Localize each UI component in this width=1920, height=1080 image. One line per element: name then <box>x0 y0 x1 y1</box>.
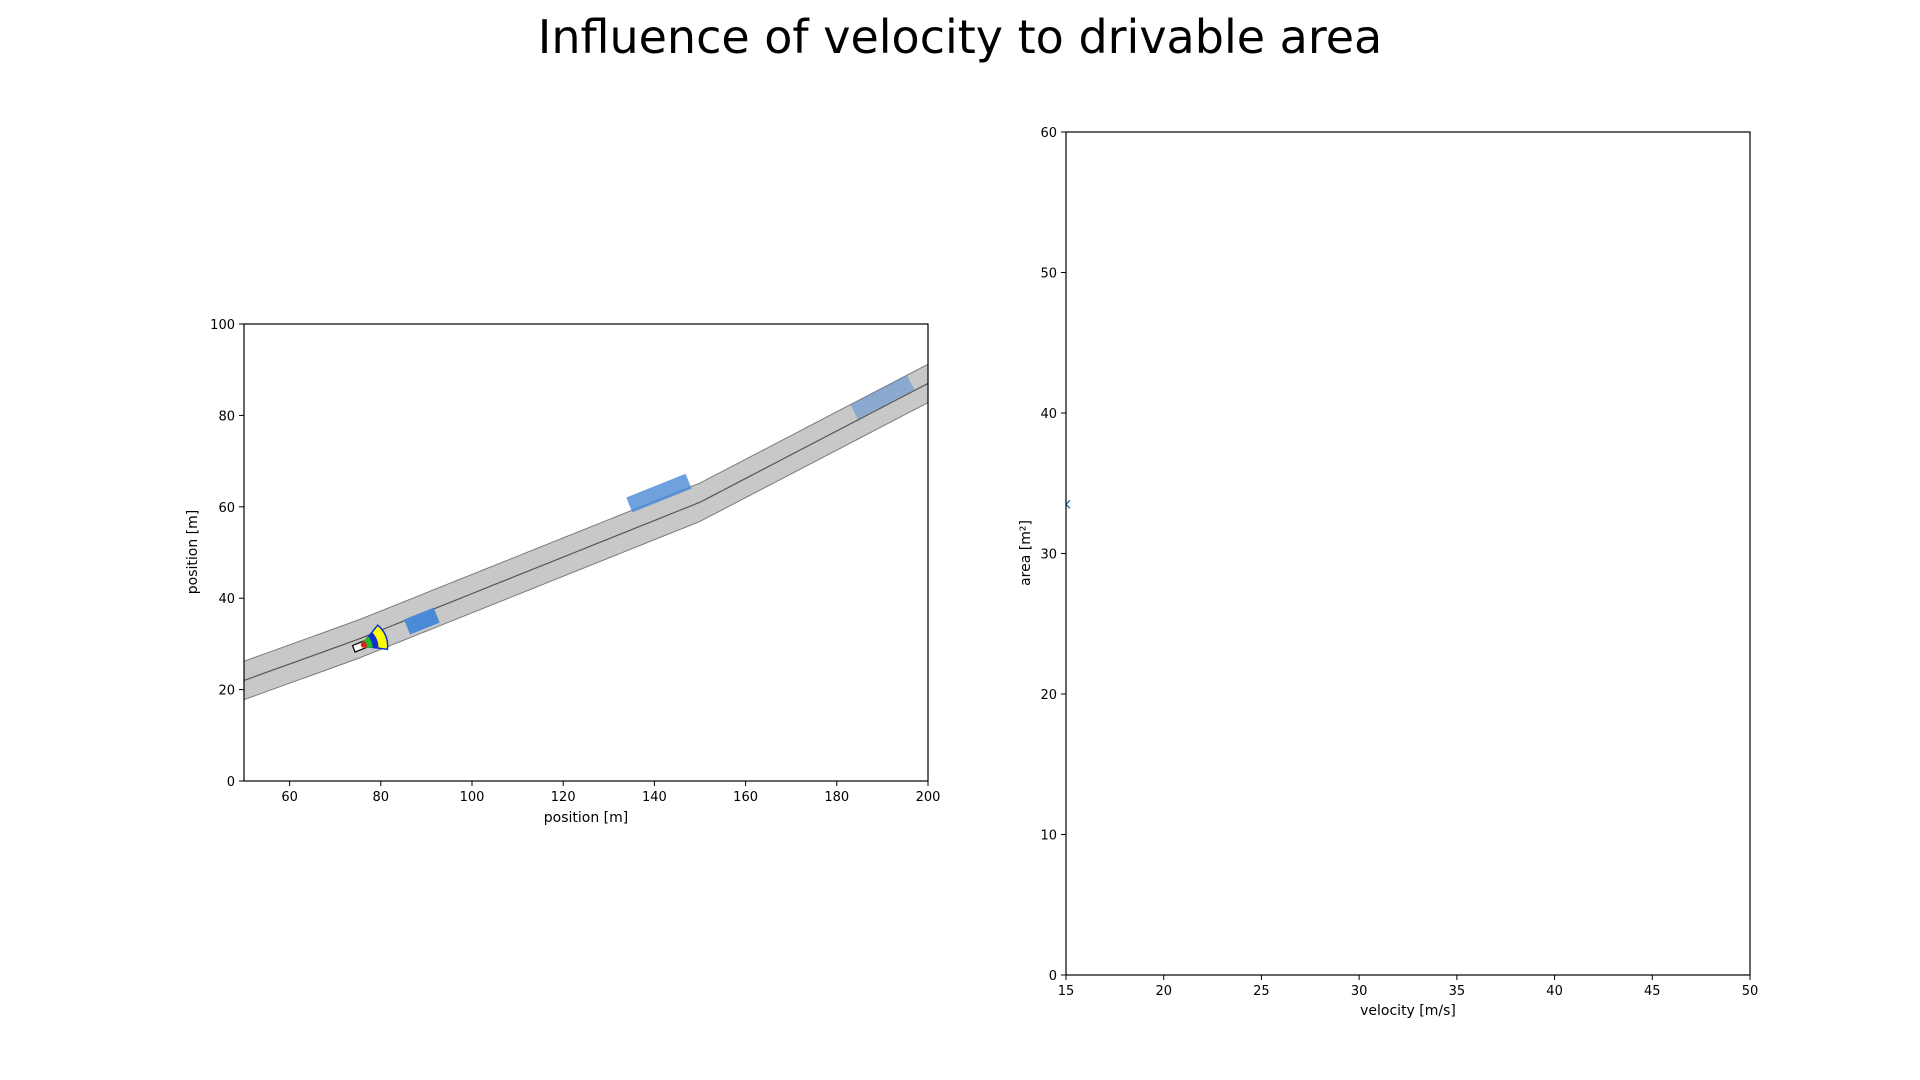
road-edge-right <box>244 402 928 701</box>
road-scene-y-tick-label: 100 <box>210 318 235 333</box>
area-velocity-x-tick-label: 40 <box>1546 984 1563 999</box>
area-velocity-y-label: area [m²] <box>1018 520 1034 586</box>
road-scene-x-tick-label: 180 <box>824 790 849 805</box>
area-velocity-x-tick-label: 30 <box>1351 984 1368 999</box>
area-velocity-x-tick-label: 35 <box>1449 984 1466 999</box>
area-velocity-plot: 15 20 25 30 35 40 45 50 0 10 20 30 40 50 60 velocity … <box>1018 126 1758 1019</box>
road-scene-x-tick-label: 160 <box>733 790 758 805</box>
road-scene-x-label: position [m] <box>544 810 628 826</box>
road-scene-plot: 60 80 100 120 140 160 180 200 0 20 40 60 80 100 posi… <box>185 318 940 826</box>
road-scene-y-tick-label: 60 <box>218 501 235 516</box>
area-velocity-x-tick-label: 20 <box>1155 984 1172 999</box>
area-velocity-x-label: velocity [m/s] <box>1360 1003 1456 1019</box>
road-scene-y-tick-label: 0 <box>227 775 235 790</box>
area-velocity-content <box>1066 499 1071 509</box>
area-velocity-x-tick-label: 50 <box>1742 984 1759 999</box>
road-centerline <box>244 382 928 682</box>
area-velocity-y-tick-label: 40 <box>1040 407 1057 422</box>
road-scene-x-tick-label: 100 <box>460 790 485 805</box>
area-velocity-y-ticks: 0 10 20 30 40 50 60 <box>1040 126 1066 984</box>
road-scene-y-tick-label: 40 <box>218 592 235 607</box>
road-scene-x-tick-label: 140 <box>642 790 667 805</box>
area-velocity-y-tick-label: 0 <box>1049 969 1057 984</box>
area-velocity-y-tick-label: 10 <box>1040 829 1057 844</box>
road-surface <box>244 364 928 700</box>
road-scene-x-tick-label: 120 <box>551 790 576 805</box>
road-scene-content <box>244 363 928 701</box>
road-scene-y-tick-label: 80 <box>218 409 235 424</box>
drivable-area-core <box>360 640 368 648</box>
obstacle-vehicle <box>626 473 692 513</box>
road-scene-x-tick-label: 60 <box>281 790 298 805</box>
area-velocity-x-tick-label: 25 <box>1253 984 1270 999</box>
road-scene-y-tick-label: 20 <box>218 684 235 699</box>
road-edge-left <box>244 363 928 662</box>
road-scene-x-tick-label: 80 <box>373 790 390 805</box>
road-scene-x-ticks: 60 80 100 120 140 160 180 200 <box>281 781 940 805</box>
obstacle-vehicle <box>850 375 915 420</box>
area-velocity-y-tick-label: 20 <box>1040 688 1057 703</box>
area-velocity-y-tick-label: 30 <box>1040 548 1057 563</box>
area-velocity-frame <box>1065 131 1751 976</box>
road-scene-y-label: position [m] <box>185 510 201 594</box>
area-velocity-y-tick-label: 50 <box>1040 267 1057 282</box>
area-velocity-y-tick-label: 60 <box>1040 126 1057 141</box>
road-scene-x-tick-label: 200 <box>916 790 941 805</box>
road-scene-y-ticks: 0 20 40 60 80 100 <box>210 318 244 790</box>
road-scene-frame <box>243 323 929 782</box>
area-velocity-x-tick-label: 15 <box>1058 984 1075 999</box>
figure-title: Influence of velocity to drivable area <box>537 10 1383 64</box>
area-velocity-x-ticks: 15 20 25 30 35 40 45 50 <box>1058 975 1759 999</box>
data-point-marker <box>1066 499 1071 509</box>
ego-vehicle-group <box>351 624 389 653</box>
area-velocity-x-tick-label: 45 <box>1644 984 1661 999</box>
obstacle-vehicle <box>404 607 440 635</box>
